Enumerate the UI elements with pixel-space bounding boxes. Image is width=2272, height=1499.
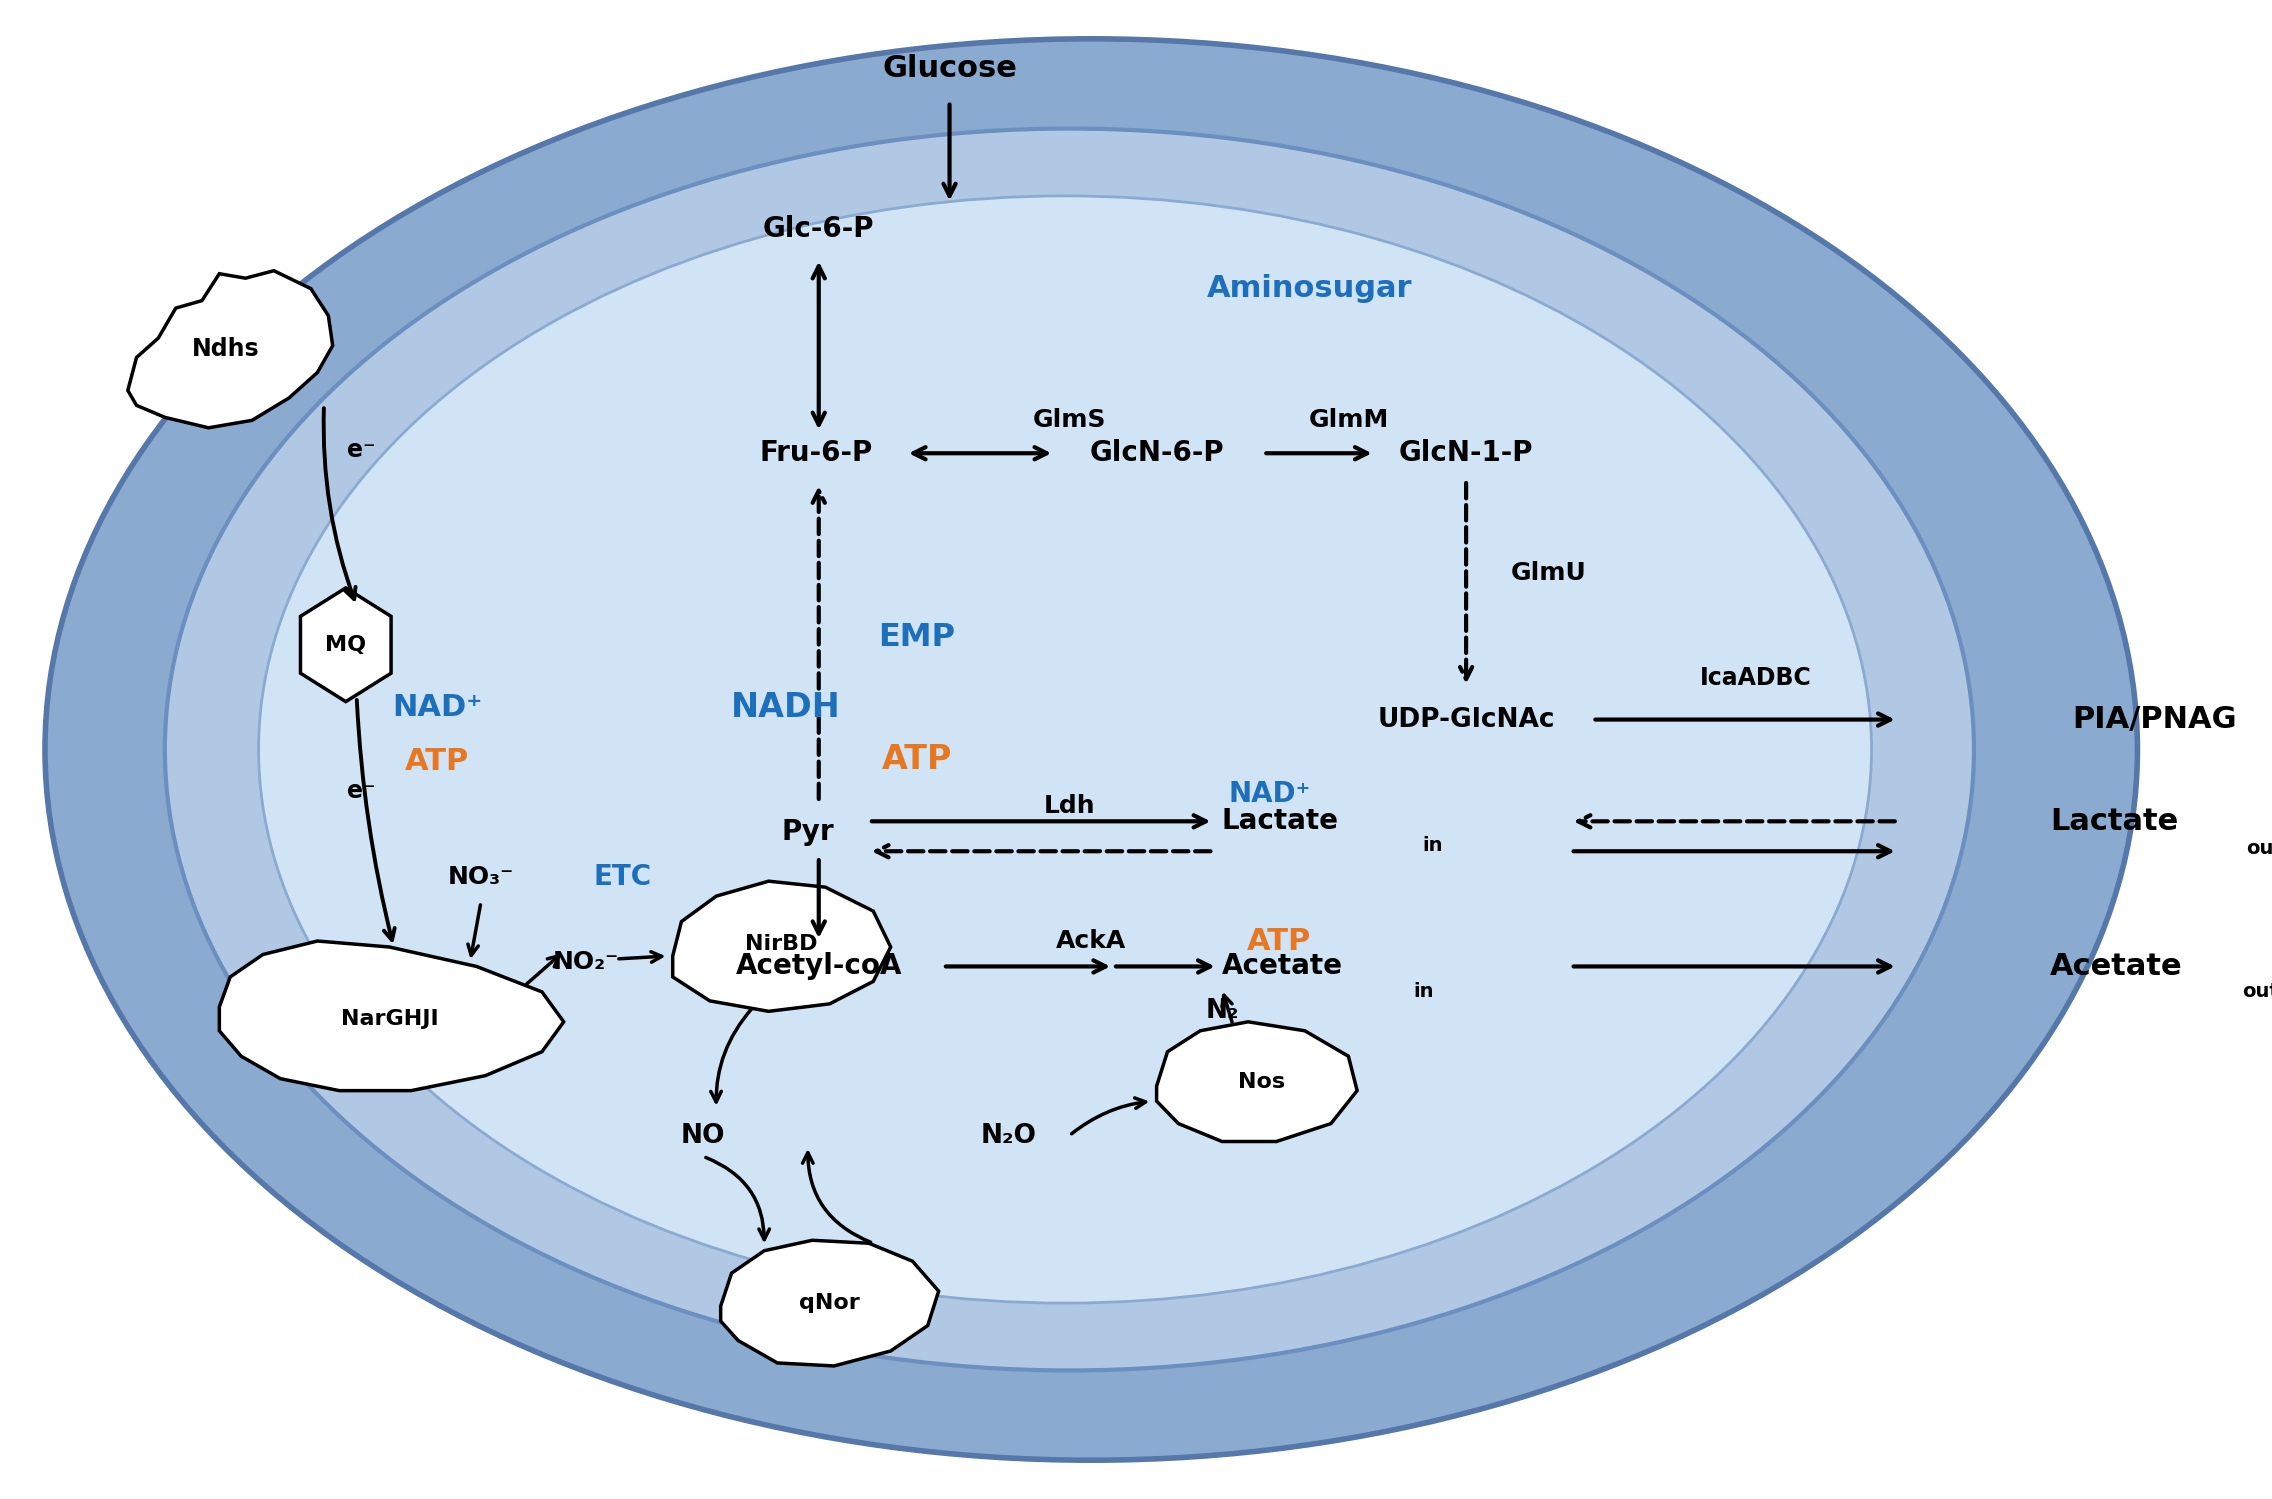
Text: Ndhs: Ndhs [193,336,259,361]
Polygon shape [127,271,332,427]
Text: N₂: N₂ [1204,998,1238,1024]
Text: ATP: ATP [882,744,952,776]
Text: out: out [2242,982,2272,1001]
Text: N₂O: N₂O [982,1123,1036,1148]
Text: Lactate: Lactate [2049,806,2179,836]
Text: NAD⁺: NAD⁺ [393,693,482,723]
Polygon shape [220,941,563,1091]
Polygon shape [300,588,391,702]
Text: Nos: Nos [1238,1072,1284,1091]
Text: UDP-GlcNAc: UDP-GlcNAc [1377,706,1554,733]
Ellipse shape [166,129,1974,1370]
Text: ETC: ETC [593,863,652,890]
Text: Acetate: Acetate [1222,952,1343,980]
Text: ATP: ATP [1247,926,1311,955]
Text: qNor: qNor [800,1294,861,1313]
Text: Acetyl-coA: Acetyl-coA [736,952,902,980]
Text: NAD⁺: NAD⁺ [1229,781,1311,808]
Text: Pyr: Pyr [782,818,834,845]
Ellipse shape [45,39,2138,1460]
Text: in: in [1413,982,1434,1001]
Polygon shape [1156,1022,1356,1142]
Polygon shape [673,881,891,1012]
Text: NO₂⁻: NO₂⁻ [552,950,618,974]
Text: GlcN-1-P: GlcN-1-P [1400,439,1534,468]
Text: e⁻: e⁻ [348,438,375,462]
Text: ATP: ATP [404,747,470,776]
Text: GlmM: GlmM [1309,408,1388,432]
Text: NirBD: NirBD [745,934,818,953]
Ellipse shape [259,196,1872,1303]
Text: NADH: NADH [732,691,841,724]
Text: NarGHJI: NarGHJI [341,1009,438,1028]
Text: Aminosugar: Aminosugar [1206,274,1411,303]
Text: Ldh: Ldh [1043,794,1095,818]
Text: GlmS: GlmS [1034,408,1106,432]
Text: NO₃⁻: NO₃⁻ [448,865,513,889]
Text: GlmU: GlmU [1511,561,1586,585]
Text: Fru-6-P: Fru-6-P [759,439,872,468]
Text: Glucose: Glucose [882,54,1018,84]
Text: IcaADBC: IcaADBC [1699,666,1811,690]
Text: Lactate: Lactate [1222,808,1338,835]
Text: Acetate: Acetate [2049,952,2183,980]
Text: in: in [1422,836,1443,854]
Text: PIA/PNAG: PIA/PNAG [2072,705,2236,735]
Text: e⁻: e⁻ [348,779,375,803]
Text: MQ: MQ [325,634,366,655]
Polygon shape [720,1240,938,1366]
Text: EMP: EMP [879,622,957,652]
Text: out: out [2247,839,2272,857]
Text: GlcN-6-P: GlcN-6-P [1088,439,1225,468]
Text: Glc-6-P: Glc-6-P [763,214,875,243]
Text: AckA: AckA [1056,929,1127,953]
Text: NO: NO [682,1123,725,1148]
